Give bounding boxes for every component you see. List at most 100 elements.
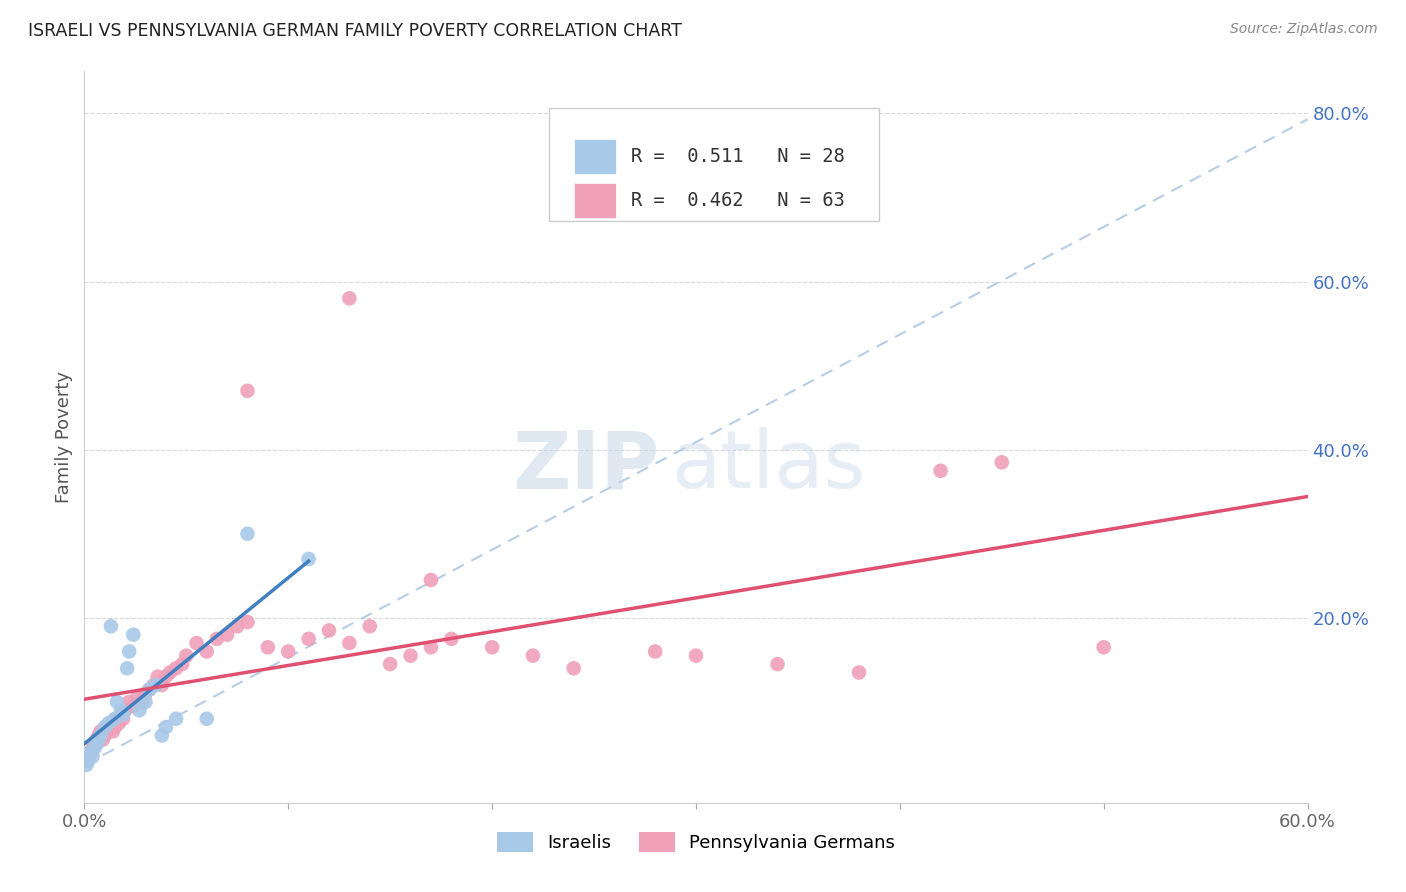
Point xyxy=(105,712,128,726)
Point xyxy=(236,526,259,541)
Point xyxy=(399,648,422,663)
Point xyxy=(115,661,138,675)
Point xyxy=(217,627,239,641)
Point xyxy=(77,749,100,764)
Point xyxy=(96,724,118,739)
Point xyxy=(93,729,115,743)
FancyBboxPatch shape xyxy=(574,138,616,174)
Point xyxy=(138,682,160,697)
Point xyxy=(138,682,160,697)
Point xyxy=(155,670,177,684)
Point xyxy=(150,678,173,692)
Point xyxy=(104,720,127,734)
Point xyxy=(172,657,194,671)
Point xyxy=(104,712,127,726)
Point xyxy=(339,291,361,305)
Point xyxy=(359,619,381,633)
Point xyxy=(155,720,177,734)
Point xyxy=(118,644,141,658)
Point xyxy=(318,624,340,638)
Point xyxy=(100,715,122,730)
Point xyxy=(122,699,145,714)
Point xyxy=(131,695,153,709)
Point xyxy=(236,384,259,398)
Point xyxy=(420,573,443,587)
Point xyxy=(298,632,321,646)
Point xyxy=(86,732,108,747)
Point xyxy=(165,661,187,675)
Point xyxy=(110,703,132,717)
Point xyxy=(90,729,112,743)
Text: Source: ZipAtlas.com: Source: ZipAtlas.com xyxy=(1230,22,1378,37)
Point xyxy=(159,665,181,680)
Point xyxy=(186,636,208,650)
Text: ISRAELI VS PENNSYLVANIA GERMAN FAMILY POVERTY CORRELATION CHART: ISRAELI VS PENNSYLVANIA GERMAN FAMILY PO… xyxy=(28,22,682,40)
Point xyxy=(90,724,112,739)
Point xyxy=(929,464,952,478)
Point xyxy=(128,703,150,717)
Point xyxy=(991,455,1014,469)
Point xyxy=(142,678,165,692)
Point xyxy=(481,640,503,655)
Point xyxy=(174,648,197,663)
Point xyxy=(298,552,321,566)
Point xyxy=(766,657,789,671)
Point xyxy=(195,712,218,726)
Point xyxy=(127,690,149,705)
Point xyxy=(226,619,249,633)
Text: atlas: atlas xyxy=(672,427,866,506)
FancyBboxPatch shape xyxy=(574,183,616,219)
Point xyxy=(97,720,120,734)
Point xyxy=(79,745,101,759)
Point xyxy=(87,729,110,743)
Point xyxy=(257,640,280,655)
Point xyxy=(93,720,115,734)
Point xyxy=(277,644,299,658)
Point xyxy=(108,715,131,730)
Legend: Israelis, Pennsylvania Germans: Israelis, Pennsylvania Germans xyxy=(489,824,903,860)
Point xyxy=(118,695,141,709)
Y-axis label: Family Poverty: Family Poverty xyxy=(55,371,73,503)
Point xyxy=(380,657,402,671)
Point xyxy=(522,648,544,663)
Text: R =  0.462   N = 63: R = 0.462 N = 63 xyxy=(631,191,845,211)
Point xyxy=(848,665,870,680)
Point xyxy=(83,741,105,756)
Point xyxy=(205,632,228,646)
Point xyxy=(77,754,100,768)
Point xyxy=(91,732,114,747)
Point xyxy=(440,632,463,646)
Point xyxy=(75,754,97,768)
Point xyxy=(114,703,136,717)
Point xyxy=(112,712,135,726)
Text: ZIP: ZIP xyxy=(512,427,659,506)
Point xyxy=(112,707,135,722)
Point xyxy=(339,636,361,650)
Point xyxy=(105,695,128,709)
Point xyxy=(122,627,145,641)
Point xyxy=(82,741,104,756)
Point xyxy=(644,644,666,658)
Point xyxy=(150,729,173,743)
Point xyxy=(86,737,108,751)
Point xyxy=(420,640,443,655)
Point xyxy=(195,644,218,658)
Point xyxy=(75,758,97,772)
FancyBboxPatch shape xyxy=(550,108,880,221)
Point xyxy=(97,715,120,730)
Point xyxy=(1092,640,1115,655)
Point xyxy=(146,670,169,684)
Point xyxy=(82,749,104,764)
Point xyxy=(79,745,101,759)
Point xyxy=(562,661,585,675)
Point xyxy=(100,619,122,633)
Text: R =  0.511   N = 28: R = 0.511 N = 28 xyxy=(631,146,845,166)
Point xyxy=(83,737,105,751)
Point xyxy=(135,686,157,700)
Point xyxy=(685,648,707,663)
Point xyxy=(236,615,259,629)
Point xyxy=(145,678,167,692)
Point xyxy=(110,707,132,722)
Point xyxy=(135,695,157,709)
Point xyxy=(165,712,187,726)
